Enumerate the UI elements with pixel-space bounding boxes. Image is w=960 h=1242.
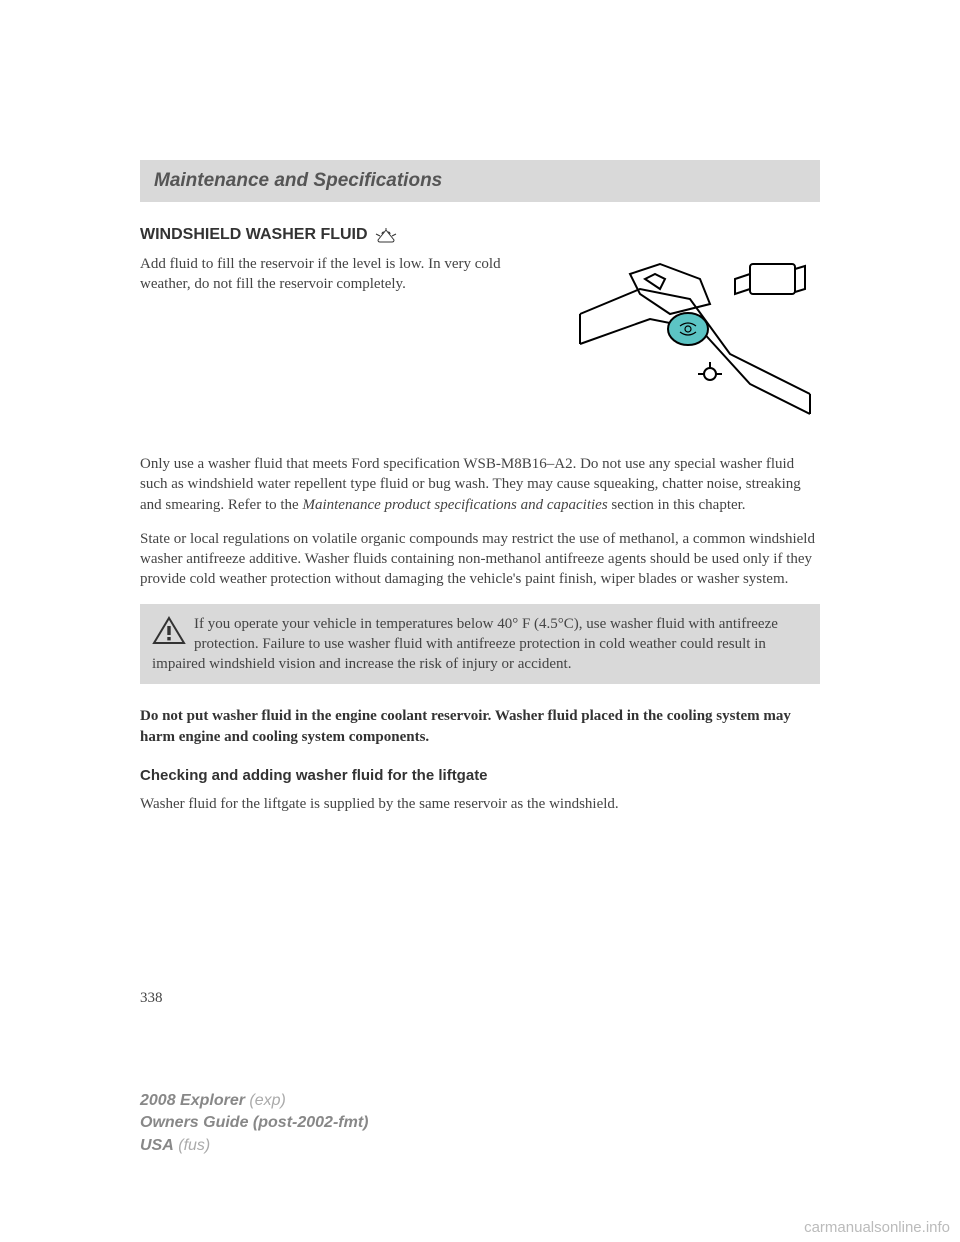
section-header: Maintenance and Specifications — [140, 160, 820, 202]
washer-fluid-heading: WINDSHIELD WASHER FLUID — [140, 226, 368, 244]
footer: 2008 Explorer (exp) Owners Guide (post-2… — [140, 1090, 368, 1157]
footer-model-code: (exp) — [249, 1092, 285, 1109]
reservoir-illustration — [570, 254, 820, 434]
liftgate-paragraph: Washer fluid for the liftgate is supplie… — [140, 794, 820, 814]
footer-line-1: 2008 Explorer (exp) — [140, 1090, 368, 1112]
heading-row: WINDSHIELD WASHER FLUID — [140, 226, 820, 244]
caution-box: If you operate your vehicle in temperatu… — [140, 604, 820, 685]
watermark: carmanualsonline.info — [804, 1219, 950, 1236]
spec-paragraph: Only use a washer fluid that meets Ford … — [140, 454, 820, 515]
footer-region: USA — [140, 1137, 174, 1154]
warning-bold-paragraph: Do not put washer fluid in the engine co… — [140, 706, 820, 747]
warning-icon — [152, 616, 186, 646]
footer-model: 2008 Explorer — [140, 1092, 245, 1109]
spec-text-b: section in this chapter. — [611, 497, 745, 513]
intro-text: Add fluid to fill the reservoir if the l… — [140, 254, 550, 434]
page-number: 338 — [140, 990, 163, 1007]
spec-text-italic: Maintenance product specifications and c… — [302, 497, 607, 513]
liftgate-heading: Checking and adding washer fluid for the… — [140, 767, 820, 784]
regulations-paragraph: State or local regulations on volatile o… — [140, 529, 820, 590]
section-header-text: Maintenance and Specifications — [154, 170, 442, 191]
footer-line-3: USA (fus) — [140, 1135, 368, 1157]
footer-region-code: (fus) — [178, 1137, 210, 1154]
footer-line-2: Owners Guide (post-2002-fmt) — [140, 1112, 368, 1134]
intro-block: Add fluid to fill the reservoir if the l… — [140, 254, 820, 434]
washer-fluid-icon — [374, 226, 398, 244]
caution-text: If you operate your vehicle in temperatu… — [152, 616, 778, 673]
